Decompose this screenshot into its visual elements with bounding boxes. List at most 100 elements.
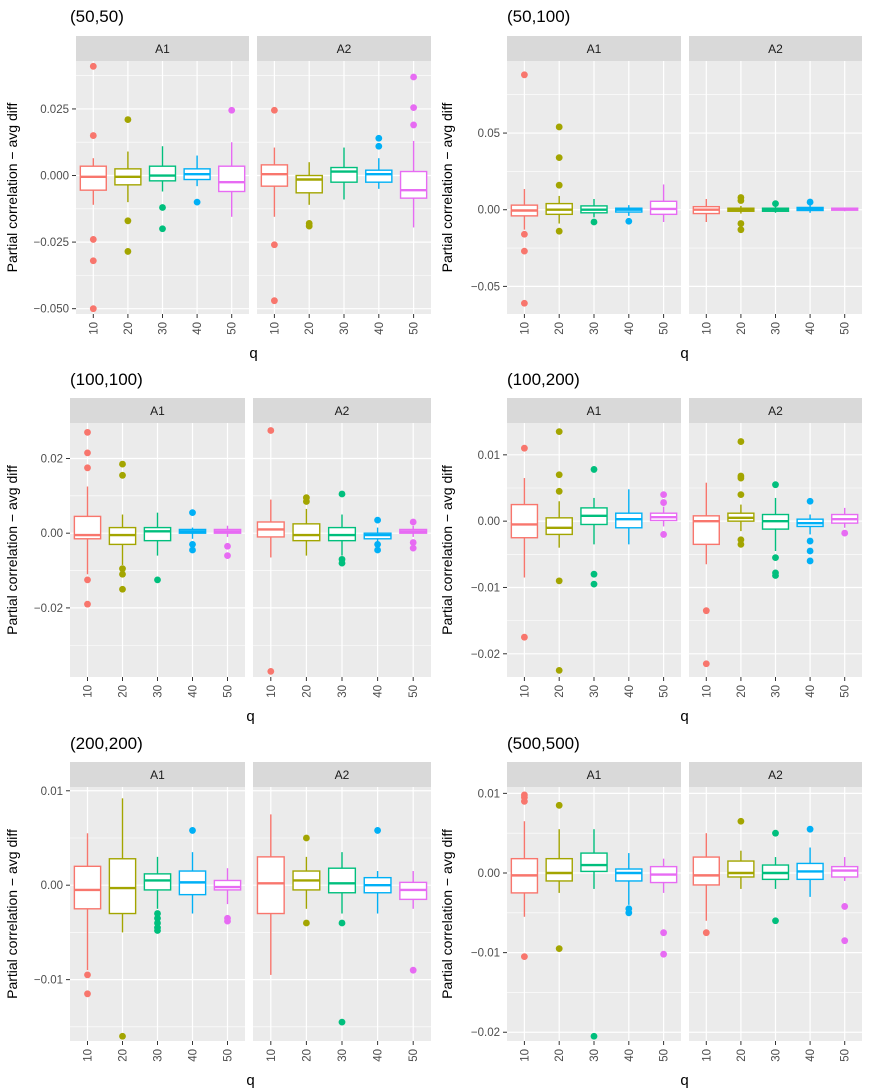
outlier-point [555, 471, 563, 479]
y-axis-title: Partial correlation − avg diff [4, 465, 20, 635]
outlier-point [409, 518, 417, 526]
box-iqr [545, 857, 573, 882]
outlier-point [702, 660, 710, 668]
y-axis-title: Partial correlation − avg diff [4, 103, 20, 273]
outlier-point [305, 222, 313, 230]
outlier-point [409, 544, 417, 552]
outlier-point [119, 570, 126, 578]
box-q20 [292, 494, 321, 556]
y-tick-label: 0.00 [41, 880, 63, 892]
outlier-point [625, 909, 633, 917]
box-q20 [545, 428, 573, 674]
outlier-point [625, 217, 633, 225]
box-q40 [796, 497, 824, 565]
outlier-point [555, 945, 563, 953]
plot-title: (500,500) [507, 734, 580, 753]
outlier-point [737, 491, 745, 499]
x-tick-label: 10 [701, 322, 713, 335]
outlier-point [521, 230, 528, 238]
outlier-point [224, 552, 231, 560]
box-iqr [327, 867, 357, 894]
x-tick-label: 10 [519, 1049, 531, 1062]
facet-label: A1 [150, 768, 165, 782]
outlier-point [89, 132, 97, 139]
outlier-point [737, 226, 745, 234]
outlier-point [841, 529, 849, 537]
box-q30 [143, 856, 172, 934]
x-tick-label: 40 [373, 1049, 385, 1062]
box-q10 [260, 106, 289, 305]
facet-label: A1 [587, 42, 602, 56]
outlier-point [224, 917, 231, 925]
x-tick-label: 10 [519, 685, 531, 698]
x-tick-label: 10 [519, 322, 531, 335]
outlier-point [374, 827, 381, 834]
box-q40 [363, 516, 392, 554]
x-tick-label: 50 [659, 1049, 671, 1062]
box-q50 [218, 106, 246, 217]
outlier-point [841, 937, 849, 945]
outlier-point [806, 497, 814, 505]
x-tick-label: 50 [408, 1049, 420, 1062]
box-q20 [295, 162, 323, 230]
box-q30 [580, 199, 608, 226]
outlier-point [555, 487, 563, 495]
box-q50 [649, 491, 678, 538]
outlier-point [84, 990, 91, 998]
outlier-point [806, 825, 814, 833]
box-iqr [292, 523, 321, 542]
x-tick-label: 30 [771, 1049, 783, 1062]
outlier-point [737, 540, 745, 548]
y-tick-label: −0.01 [471, 948, 500, 960]
outlier-point [89, 305, 97, 313]
box-q30 [327, 852, 357, 1026]
box-q20 [727, 438, 755, 548]
outlier-point [410, 73, 417, 81]
outlier-point [660, 950, 667, 958]
y-tick-label: −0.02 [34, 603, 63, 615]
outlier-point [737, 197, 745, 204]
box-q50 [213, 525, 242, 560]
outlier-point [374, 546, 381, 554]
y-tick-label: 0.02 [41, 453, 63, 465]
outlier-point [521, 444, 528, 452]
outlier-point [338, 559, 346, 567]
facet-strip [507, 36, 681, 61]
x-tick-label: 40 [188, 1049, 200, 1062]
box-q20 [727, 194, 755, 234]
y-tick-label: −0.01 [471, 582, 500, 594]
x-tick-label: 50 [409, 322, 421, 335]
box-q50 [399, 871, 428, 974]
x-tick-label: 20 [118, 1049, 130, 1062]
outlier-point [124, 116, 132, 123]
outlier-point [806, 557, 814, 565]
box-iqr [143, 873, 172, 891]
outlier-point [119, 471, 126, 479]
x-tick-label: 50 [408, 685, 420, 698]
box-q30 [761, 200, 790, 213]
box-iqr [545, 517, 573, 536]
x-tick-label: 40 [192, 322, 204, 335]
plot-6: (500,500) Partial correlation − avg diff q… [439, 734, 862, 1089]
outlier-point [375, 134, 383, 142]
x-tick-label: 40 [624, 685, 636, 698]
outlier-point [521, 71, 528, 79]
outlier-point [267, 667, 275, 675]
plot-5: (200,200) Partial correlation − avg diff q… [4, 734, 431, 1089]
outlier-point [590, 580, 598, 588]
box-q10 [256, 814, 285, 975]
outlier-point [267, 427, 275, 434]
outlier-point [737, 438, 745, 445]
outlier-point [410, 121, 417, 129]
x-tick-label: 20 [301, 685, 313, 698]
facet-panel-a2: A2 10 20 30 40 50 [253, 762, 431, 1062]
x-tick-label: 10 [83, 1049, 95, 1062]
outlier-point [189, 546, 196, 554]
box-q50 [831, 857, 859, 945]
facet-panel-a2: A2 10 20 30 40 50 [257, 36, 431, 335]
plot-1: (50,50) Partial correlation − avg diff q −0… [4, 7, 431, 362]
outlier-point [555, 801, 563, 809]
outlier-point [124, 217, 132, 225]
outlier-point [154, 914, 161, 922]
